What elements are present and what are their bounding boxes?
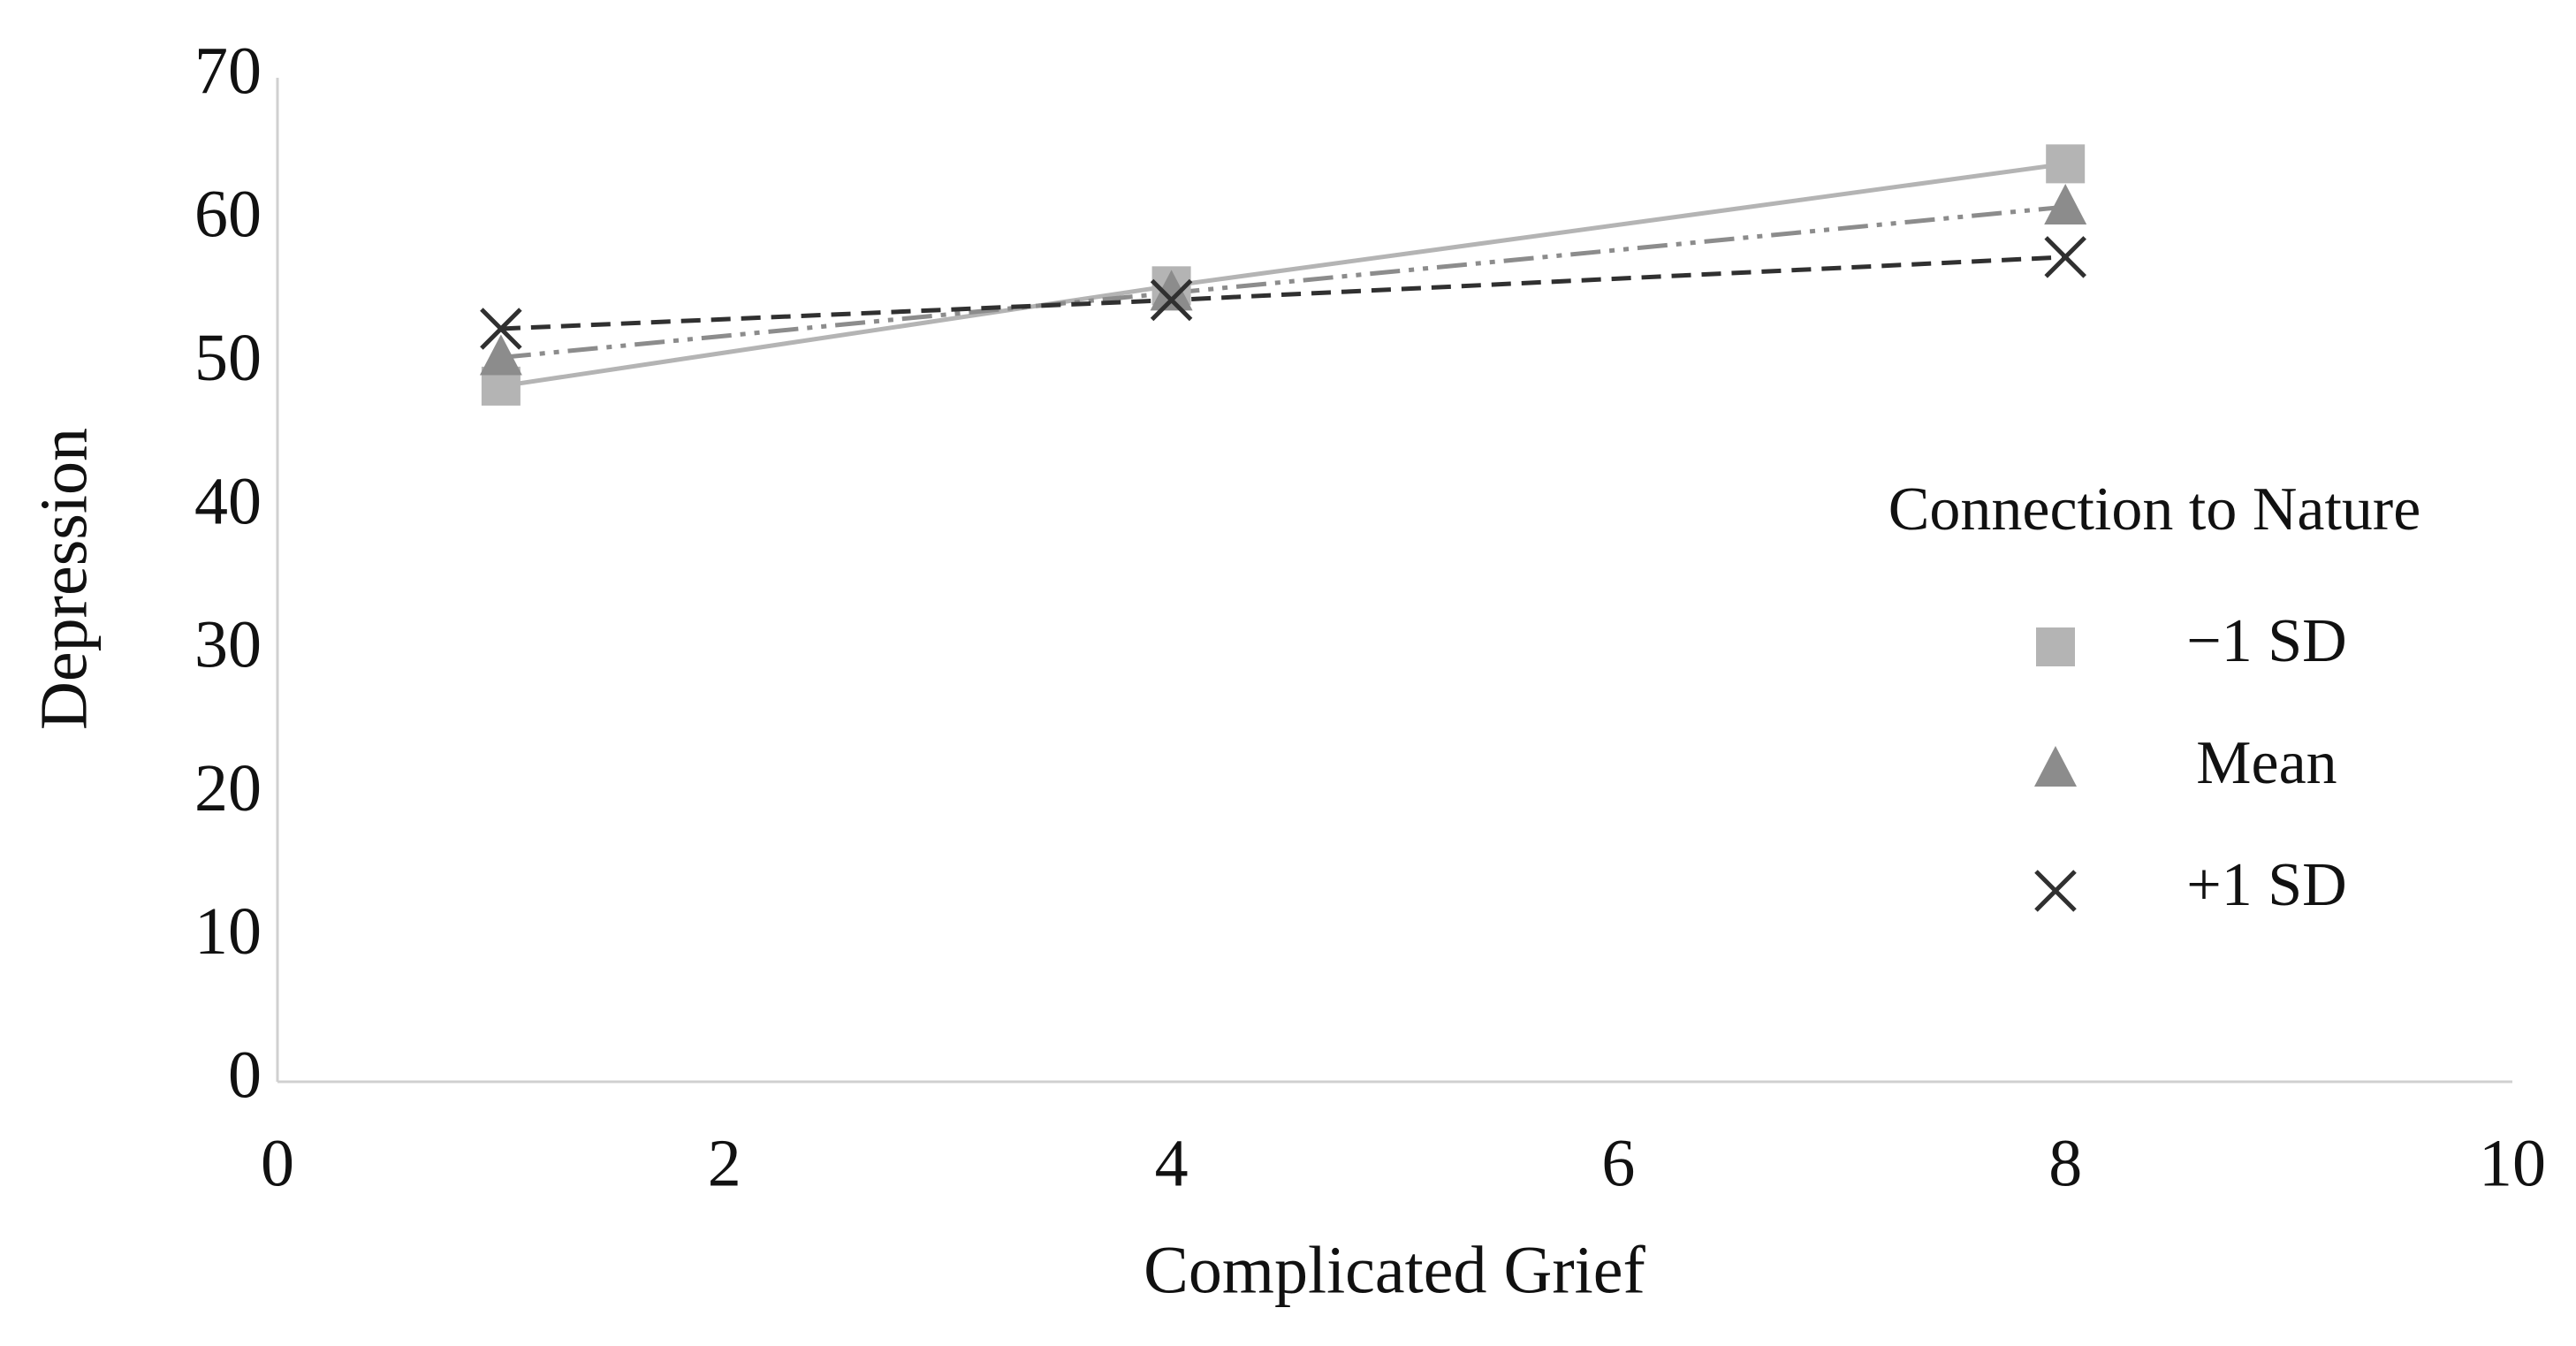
series-line (500, 255, 2066, 331)
legend-label: −1 SD (2186, 607, 2346, 675)
y-tick-label: 40 (194, 464, 262, 538)
x-axis-title: Complicated Grief (1144, 1233, 1645, 1307)
x-tick-label: 0 (261, 1126, 294, 1200)
legend-label: +1 SD (2186, 851, 2346, 919)
marker (480, 308, 522, 350)
x-tick-label: 2 (708, 1126, 741, 1200)
legend-marker (2036, 627, 2075, 666)
y-tick-label: 50 (194, 321, 262, 395)
marker (479, 334, 522, 376)
y-tick-label: 0 (228, 1038, 262, 1112)
marker (2044, 184, 2087, 225)
y-tick-label: 20 (194, 751, 262, 825)
y-tick-label: 30 (194, 608, 262, 682)
y-tick-label: 10 (194, 894, 262, 969)
legend-marker (2034, 746, 2077, 787)
marker (1150, 270, 1193, 311)
marker (2044, 236, 2086, 278)
y-tick-label: 60 (194, 178, 262, 252)
series-line (500, 204, 2066, 360)
marker (2046, 144, 2086, 184)
x-tick-label: 8 (2048, 1126, 2082, 1200)
x-tick-label: 4 (1155, 1126, 1189, 1200)
series-line (500, 161, 2066, 389)
y-axis-title: Depression (27, 428, 101, 730)
x-tick-label: 6 (1601, 1126, 1635, 1200)
legend-marker (2034, 870, 2077, 912)
y-tick-label: 70 (194, 34, 262, 108)
x-tick-label: 10 (2479, 1126, 2546, 1200)
legend-label: Mean (2196, 729, 2337, 797)
legend-title: Connection to Nature (1888, 475, 2421, 544)
marker (1150, 278, 1193, 322)
